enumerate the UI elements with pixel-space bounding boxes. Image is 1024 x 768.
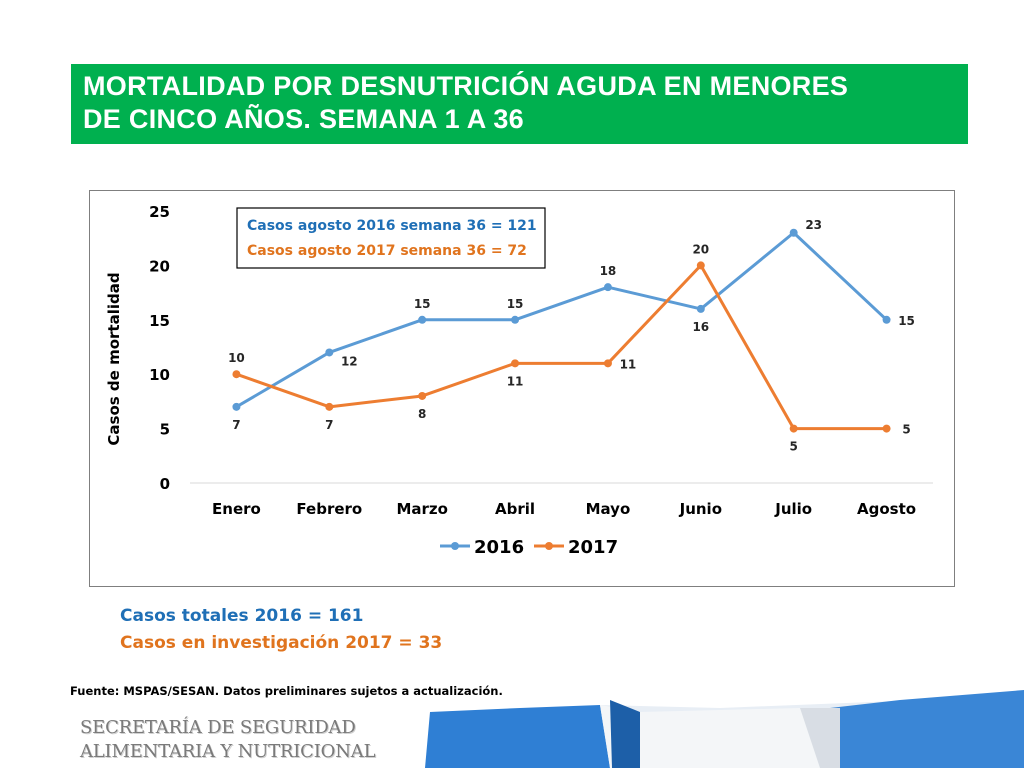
series-line-2016 [235, 231, 888, 409]
data-label-2016: 15 [898, 314, 915, 328]
y-axis-title: Casos de mortalidad [105, 272, 123, 445]
x-tick-label: Julio [774, 500, 812, 518]
source-note: Fuente: MSPAS/SESAN. Datos preliminares … [70, 684, 503, 698]
data-point-2016 [603, 283, 612, 292]
page-title-line-1: MORTALIDAD POR DESNUTRICIÓN AGUDA EN MEN… [83, 71, 849, 101]
data-point-2017 [325, 402, 334, 411]
x-tick-label: Mayo [586, 500, 631, 518]
legend-marker-2017 [545, 542, 553, 550]
line-chart: 0 5 10 15 20 25 Casos de mortalidad Enero Febrer… [105, 203, 933, 558]
summary-investigation-2017: Casos en investigación 2017 = 33 [120, 633, 443, 653]
y-tick-label: 15 [149, 312, 170, 330]
legend-label-2016: 2016 [474, 537, 524, 558]
data-label-2016: 15 [507, 297, 524, 311]
data-point-2016 [789, 228, 798, 237]
data-point-2016 [325, 348, 334, 357]
x-tick-label: Junio [679, 500, 722, 518]
data-label-2016: 7 [232, 418, 240, 432]
data-point-2017 [418, 391, 427, 400]
x-tick-label: Enero [212, 500, 261, 518]
legend-label-2017: 2017 [568, 537, 618, 558]
legend-marker-2016 [451, 542, 459, 550]
data-point-2017 [789, 424, 798, 433]
x-tick-label: Agosto [857, 500, 916, 518]
chart-frame: 0 5 10 15 20 25 Casos de mortalidad Enero Febrer… [89, 190, 955, 587]
data-label-2017: 20 [692, 242, 709, 256]
y-tick-label: 25 [149, 203, 170, 221]
data-point-2017 [603, 359, 612, 368]
data-label-2017: 11 [620, 357, 637, 371]
data-label-2017: 5 [902, 423, 910, 437]
series-line-2017 [235, 263, 887, 431]
summary-total-2016: Casos totales 2016 = 161 [120, 606, 364, 626]
page-title-line-2: DE CINCO AÑOS. SEMANA 1 A 36 [83, 104, 524, 134]
organization-name-line-1: SECRETARÍA DE SEGURIDAD [80, 717, 356, 738]
data-label-2016: 18 [600, 264, 617, 278]
title-banner: MORTALIDAD POR DESNUTRICIÓN AGUDA EN MEN… [71, 64, 968, 144]
y-tick-label: 20 [149, 257, 170, 275]
annotation-line-2016: Casos agosto 2016 semana 36 = 121 [247, 218, 537, 234]
data-point-2016 [696, 304, 705, 313]
x-tick-label: Abril [495, 500, 535, 518]
data-point-2016 [882, 315, 891, 324]
data-label-2016: 23 [805, 218, 822, 232]
summary-block: Casos totales 2016 = 161 Casos en invest… [120, 603, 442, 657]
data-point-2016 [232, 402, 241, 411]
data-point-2017 [696, 261, 705, 270]
x-tick-label: Marzo [396, 500, 447, 518]
data-label-2017: 10 [228, 351, 245, 365]
data-point-2017 [232, 370, 241, 379]
data-label-2017: 11 [507, 374, 524, 388]
x-tick-label: Febrero [296, 500, 362, 518]
data-label-2016: 16 [692, 320, 709, 334]
annotation-box [236, 207, 546, 269]
y-tick-label: 5 [160, 421, 170, 439]
y-tick-label: 10 [149, 366, 170, 384]
data-point-2017 [511, 359, 520, 368]
y-tick-label: 0 [160, 475, 170, 493]
data-label-2017: 5 [790, 440, 798, 454]
organization-name-line-2: ALIMENTARIA Y NUTRICIONAL [80, 741, 376, 762]
data-label-2017: 7 [325, 418, 333, 432]
data-point-2017 [882, 424, 891, 433]
data-point-2016 [511, 315, 520, 324]
data-label-2016: 12 [341, 354, 358, 368]
data-label-2017: 8 [418, 407, 426, 421]
organization-logo: SECRETARÍA DE SEGURIDAD ALIMENTARIA Y NU… [80, 716, 376, 764]
data-label-2016: 15 [414, 297, 431, 311]
data-point-2016 [418, 315, 427, 324]
annotation-line-2017: Casos agosto 2017 semana 36 = 72 [247, 243, 527, 259]
